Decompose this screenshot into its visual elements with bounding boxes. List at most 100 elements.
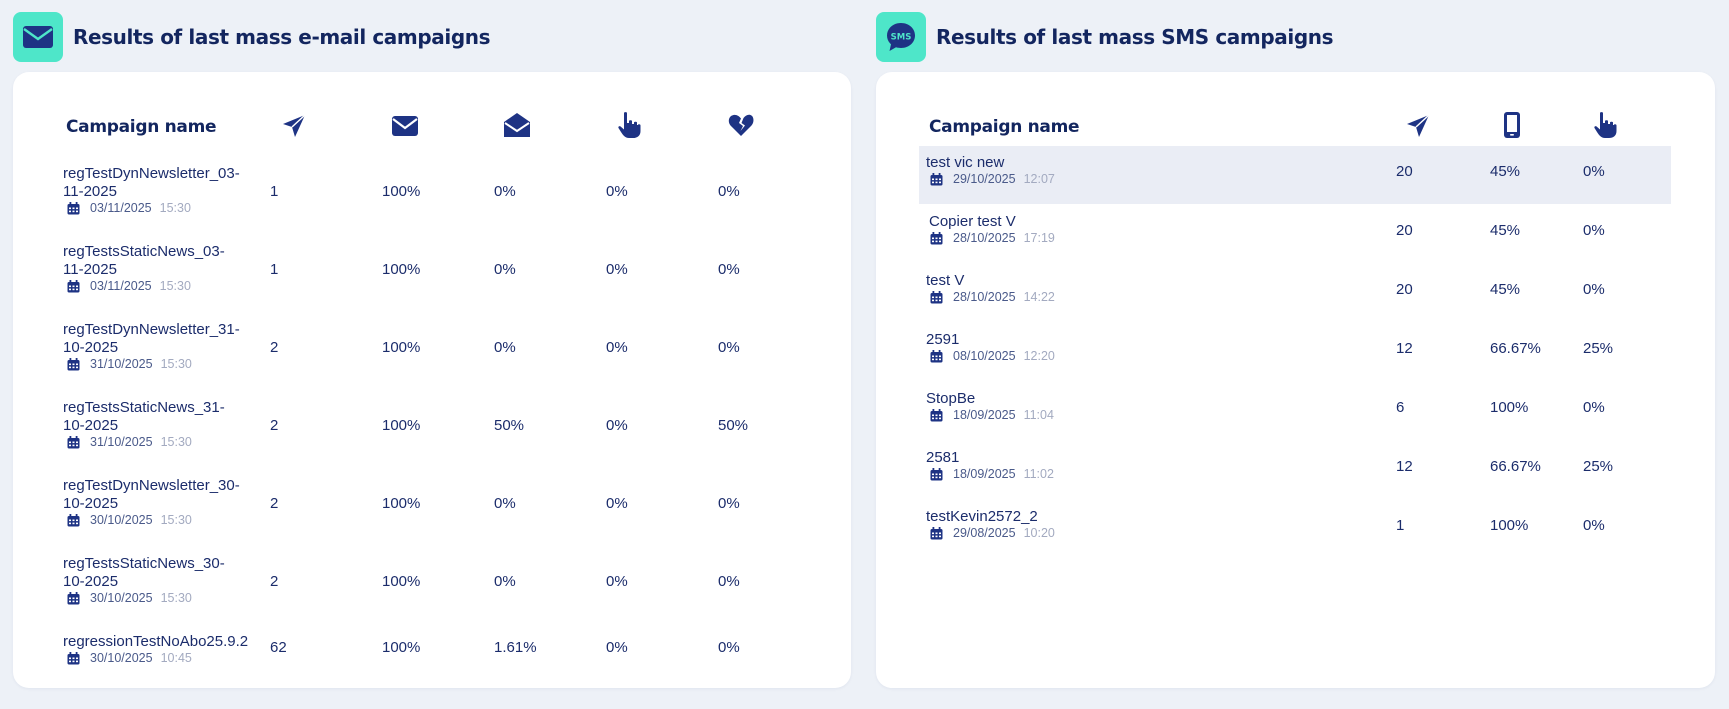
email-campaign-row[interactable]: regTestDynNewsletter_31- 10-2025 31/10/202… [13, 321, 851, 383]
campaign-name[interactable]: regressionTestNoAbo25.9.2 [63, 633, 249, 650]
clicked-value: 0% [606, 495, 628, 512]
delivered-value: 100% [1490, 517, 1529, 534]
email-campaign-row[interactable]: regTestsStaticNews_03- 11-2025 03/11/2025 1… [13, 243, 851, 305]
campaign-date: 03/11/2025 15:30 [67, 201, 191, 215]
sent-value: 12 [1396, 458, 1413, 475]
campaign-date: 30/10/2025 10:45 [67, 651, 192, 665]
campaign-name[interactable]: regTestsStaticNews_03- 11-2025 [63, 243, 225, 278]
sms-campaign-row[interactable]: Copier test V 28/10/2025 17:19 20 45% 0% [876, 211, 1715, 257]
opened-value: 0% [494, 573, 516, 590]
clicked-value: 0% [606, 183, 628, 200]
clicked-value: 0% [1583, 399, 1605, 416]
opened-value: 50% [494, 417, 525, 434]
sms-campaign-row[interactable]: StopBe 18/09/2025 11:04 6 100% 0% [876, 388, 1715, 434]
delivered-value: 45% [1490, 163, 1521, 180]
campaign-name[interactable]: regTestsStaticNews_30- 10-2025 [63, 555, 225, 590]
calendar-icon [930, 467, 943, 481]
email-campaign-row[interactable]: regTestsStaticNews_30- 10-2025 30/10/2025 1… [13, 555, 851, 617]
bounced-value: 0% [718, 639, 740, 656]
campaign-name[interactable]: regTestDynNewsletter_31- 10-2025 [63, 321, 240, 356]
email-campaigns-card: Campaign name regTestDynNewsletter_03- 11… [13, 72, 851, 688]
email-campaign-row[interactable]: regTestsStaticNews_31- 10-2025 31/10/2025 1… [13, 399, 851, 461]
opened-value: 0% [494, 495, 516, 512]
email-campaign-row[interactable]: regTestDynNewsletter_03- 11-2025 03/11/202… [13, 165, 851, 227]
envelope-icon [13, 12, 63, 62]
sent-value: 20 [1396, 222, 1413, 239]
campaign-name[interactable]: 2581 [926, 449, 960, 466]
campaign-name[interactable]: test V [926, 272, 965, 289]
campaign-date: 28/10/2025 17:19 [930, 231, 1055, 245]
calendar-icon [930, 231, 943, 245]
clicked-value: 0% [1583, 222, 1605, 239]
clicked-value: 0% [606, 261, 628, 278]
opened-value: 1.61% [494, 639, 537, 656]
hand-pointer-icon [1590, 110, 1620, 140]
sms-bubble-icon: SMS [876, 12, 926, 62]
campaign-name[interactable]: regTestDynNewsletter_30- 10-2025 [63, 477, 240, 512]
campaign-name[interactable]: 2591 [926, 331, 960, 348]
calendar-icon [930, 172, 943, 186]
calendar-icon [930, 349, 943, 363]
sent-value: 20 [1396, 163, 1413, 180]
sms-campaign-row[interactable]: 2581 18/09/2025 11:02 12 66.67% 25% [876, 447, 1715, 493]
sent-value: 1 [1396, 517, 1405, 534]
delivered-value: 66.67% [1490, 340, 1541, 357]
campaign-name[interactable]: Copier test V [929, 213, 1016, 230]
selected-row-highlight [919, 146, 1671, 204]
sent-value: 2 [270, 573, 279, 590]
sent-value: 2 [270, 417, 279, 434]
bounced-value: 0% [718, 573, 740, 590]
delivered-value: 100% [382, 183, 421, 200]
campaign-date: 08/10/2025 12:20 [930, 349, 1055, 363]
sms-campaign-row[interactable]: testKevin2572_2 29/08/2025 10:20 1 100% 0% [876, 506, 1715, 552]
campaign-name[interactable]: StopBe [926, 390, 976, 407]
campaign-name[interactable]: test vic new [926, 154, 1005, 171]
campaign-name[interactable]: regTestDynNewsletter_03- 11-2025 [63, 165, 240, 200]
sent-value: 1 [270, 261, 279, 278]
delivered-value: 45% [1490, 222, 1521, 239]
paper-plane-icon [279, 111, 309, 141]
campaign-date: 28/10/2025 14:22 [930, 290, 1055, 304]
campaign-name[interactable]: regTestsStaticNews_31- 10-2025 [63, 399, 225, 434]
sent-value: 20 [1396, 281, 1413, 298]
sms-panel-header: SMS Results of last mass SMS campaigns [876, 12, 1333, 62]
calendar-icon [67, 651, 80, 665]
campaign-name[interactable]: testKevin2572_2 [926, 508, 1038, 525]
sent-value: 2 [270, 339, 279, 356]
sent-value: 1 [270, 183, 279, 200]
sms-campaign-row[interactable]: 2591 08/10/2025 12:20 12 66.67% 25% [876, 329, 1715, 375]
opened-value: 0% [494, 183, 516, 200]
bounced-value: 0% [718, 495, 740, 512]
paper-plane-icon [1403, 111, 1433, 141]
calendar-icon [67, 591, 80, 605]
sms-campaigns-card: Campaign name test vic new 29/10/2025 12:0… [876, 72, 1715, 688]
svg-text:SMS: SMS [891, 33, 912, 43]
campaign-date: 18/09/2025 11:04 [930, 408, 1054, 422]
sms-campaign-row[interactable]: test vic new 29/10/2025 12:07 20 45% 0% [876, 152, 1715, 198]
email-panel-title: Results of last mass e-mail campaigns [73, 25, 491, 49]
calendar-icon [67, 435, 80, 449]
hand-pointer-icon [614, 110, 644, 140]
broken-heart-icon [726, 110, 756, 140]
clicked-value: 25% [1583, 458, 1614, 475]
email-campaign-row[interactable]: regressionTestNoAbo25.9.2 30/10/2025 10:45… [13, 633, 851, 677]
campaign-date: 31/10/2025 15:30 [67, 435, 192, 449]
calendar-icon [930, 408, 943, 422]
bounced-value: 0% [718, 261, 740, 278]
email-campaign-row[interactable]: regTestDynNewsletter_30- 10-2025 30/10/202… [13, 477, 851, 539]
delivered-value: 100% [382, 261, 421, 278]
clicked-value: 0% [1583, 281, 1605, 298]
clicked-value: 0% [1583, 517, 1605, 534]
delivered-value: 100% [382, 339, 421, 356]
calendar-icon [930, 526, 943, 540]
calendar-icon [67, 279, 80, 293]
delivered-value: 100% [382, 639, 421, 656]
sent-value: 6 [1396, 399, 1405, 416]
clicked-value: 0% [606, 339, 628, 356]
email-panel-header: Results of last mass e-mail campaigns [13, 12, 490, 62]
bounced-value: 0% [718, 339, 740, 356]
envelope-icon [390, 111, 420, 141]
column-header-campaign-name: Campaign name [929, 117, 1080, 137]
delivered-value: 100% [382, 495, 421, 512]
sms-campaign-row[interactable]: test V 28/10/2025 14:22 20 45% 0% [876, 270, 1715, 316]
